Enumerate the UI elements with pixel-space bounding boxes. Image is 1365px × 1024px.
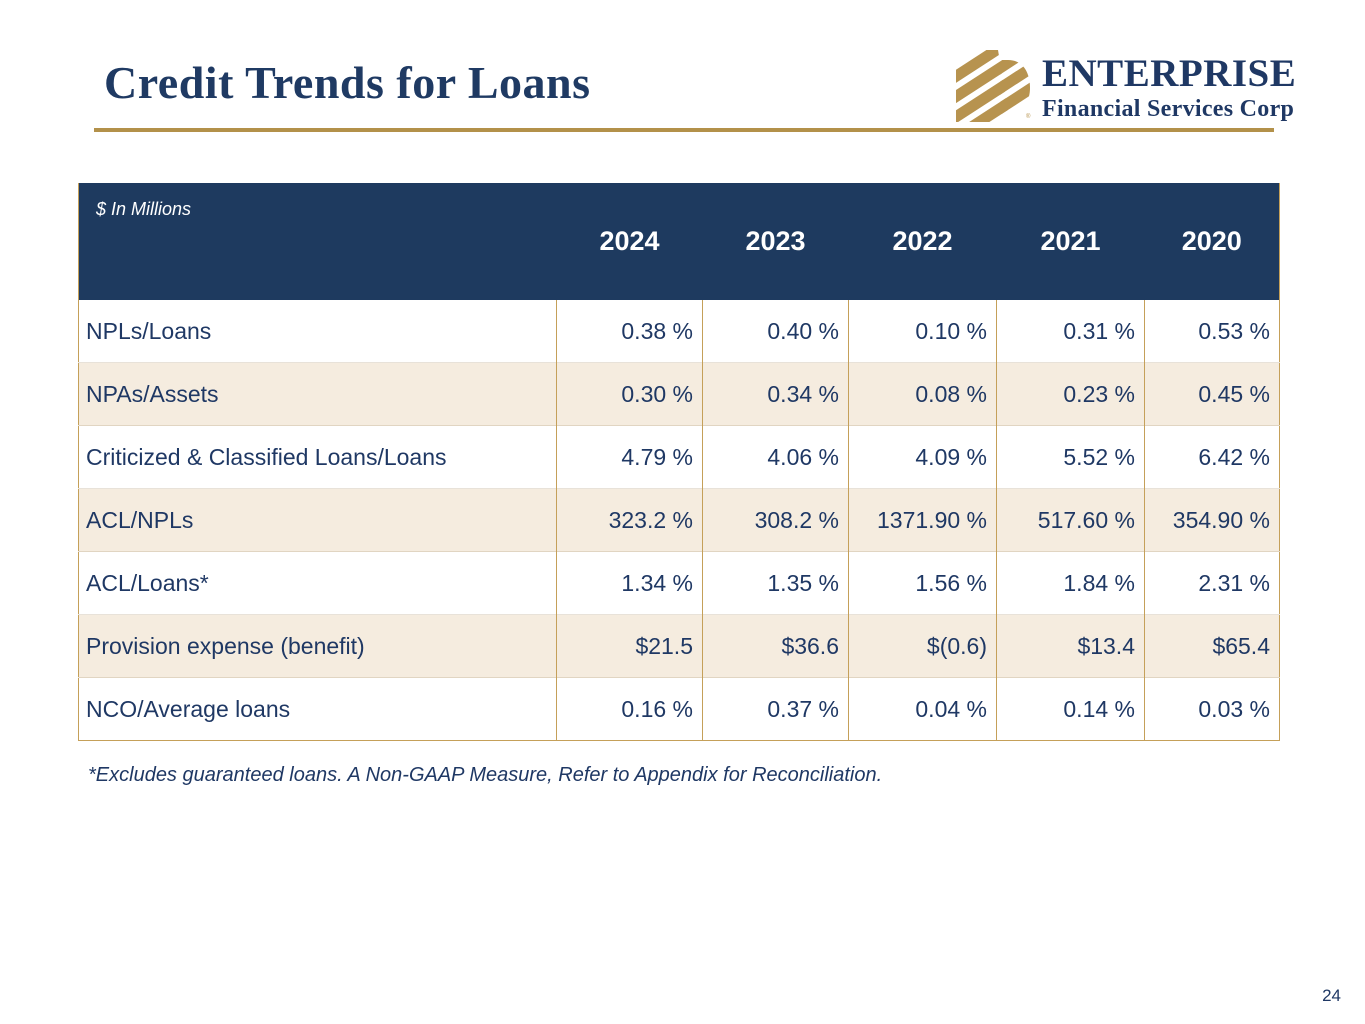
- column-header-2020: 2020: [1144, 183, 1280, 300]
- cell-value: 0.30 %: [556, 362, 703, 426]
- table-row: Criticized & Classified Loans/Loans 4.79 …: [78, 425, 1280, 489]
- cell-value: 0.40 %: [702, 300, 849, 363]
- title-underline-rule: [94, 128, 1274, 132]
- row-label: Provision expense (benefit): [78, 614, 557, 678]
- footnote: *Excludes guaranteed loans. A Non-GAAP M…: [88, 764, 883, 786]
- row-label: NPLs/Loans: [78, 300, 557, 363]
- cell-value: 0.23 %: [996, 362, 1145, 426]
- row-label: ACL/Loans*: [78, 551, 557, 615]
- column-header-2023: 2023: [702, 183, 849, 300]
- cell-value: 1.56 %: [848, 551, 997, 615]
- logo-text: ENTERPRISE Financial Services Corp: [1042, 54, 1296, 123]
- row-label: Criticized & Classified Loans/Loans: [78, 425, 557, 489]
- units-header-cell: $ In Millions: [78, 183, 557, 300]
- table-row: Provision expense (benefit) $21.5 $36.6 $(0…: [78, 614, 1280, 678]
- column-header-2021: 2021: [996, 183, 1145, 300]
- credit-table-body: NPLs/Loans 0.38 % 0.40 % 0.10 % 0.31 % 0.53 %…: [78, 300, 1280, 741]
- table-row: ACL/Loans* 1.34 % 1.35 % 1.56 % 1.84 % 2.31 %: [78, 551, 1280, 615]
- cell-value: 4.06 %: [702, 425, 849, 489]
- cell-value: $65.4: [1144, 614, 1280, 678]
- row-label: ACL/NPLs: [78, 488, 557, 552]
- cell-value: $13.4: [996, 614, 1145, 678]
- cell-value: 0.53 %: [1144, 300, 1280, 363]
- page-number: 24: [1322, 986, 1341, 1005]
- cell-value: 1371.90 %: [848, 488, 997, 552]
- cell-value: 0.04 %: [848, 677, 997, 741]
- cell-value: 0.10 %: [848, 300, 997, 363]
- cell-value: 4.09 %: [848, 425, 997, 489]
- cell-value: 0.31 %: [996, 300, 1145, 363]
- cell-value: 0.08 %: [848, 362, 997, 426]
- table-row: NPAs/Assets 0.30 % 0.34 % 0.08 % 0.23 % 0.45 …: [78, 362, 1280, 426]
- cell-value: 0.03 %: [1144, 677, 1280, 741]
- table-row: NPLs/Loans 0.38 % 0.40 % 0.10 % 0.31 % 0.53 %: [78, 300, 1280, 363]
- table-row: NCO/Average loans 0.16 % 0.37 % 0.04 % 0.14 …: [78, 677, 1280, 741]
- cell-value: 1.34 %: [556, 551, 703, 615]
- page-title: Credit Trends for Loans: [104, 57, 591, 108]
- cell-value: 2.31 %: [1144, 551, 1280, 615]
- cell-value: 323.2 %: [556, 488, 703, 552]
- credit-trends-table: $ In Millions 2024 2023 2022 2021 2020 N…: [78, 183, 1280, 741]
- logo-subtitle: Financial Services Corp: [1042, 96, 1295, 122]
- table-header-row: $ In Millions 2024 2023 2022 2021 2020: [78, 183, 1280, 300]
- cell-value: 308.2 %: [702, 488, 849, 552]
- cell-value: $36.6: [702, 614, 849, 678]
- cell-value: 1.35 %: [702, 551, 849, 615]
- cell-value: 1.84 %: [996, 551, 1145, 615]
- units-label: $ In Millions: [96, 199, 192, 219]
- cell-value: 5.52 %: [996, 425, 1145, 489]
- row-label: NPAs/Assets: [78, 362, 557, 426]
- column-header-2024: 2024: [556, 183, 703, 300]
- cell-value: 0.14 %: [996, 677, 1145, 741]
- cell-value: 0.37 %: [702, 677, 849, 741]
- cell-value: 517.60 %: [996, 488, 1145, 552]
- cell-value: 0.34 %: [702, 362, 849, 426]
- cell-value: $(0.6): [848, 614, 997, 678]
- cell-value: 0.38 %: [556, 300, 703, 363]
- cell-value: 6.42 %: [1144, 425, 1280, 489]
- registered-mark: ®: [1026, 113, 1031, 120]
- row-label: NCO/Average loans: [78, 677, 557, 741]
- company-logo: ® ENTERPRISE Financial Services Corp: [956, 50, 1296, 127]
- cell-value: 354.90 %: [1144, 488, 1280, 552]
- enterprise-stripes-icon: ®: [956, 50, 1032, 127]
- cell-value: 4.79 %: [556, 425, 703, 489]
- cell-value: 0.45 %: [1144, 362, 1280, 426]
- column-header-2022: 2022: [848, 183, 997, 300]
- logo-name: ENTERPRISE: [1042, 52, 1297, 95]
- cell-value: $21.5: [556, 614, 703, 678]
- cell-value: 0.16 %: [556, 677, 703, 741]
- table-row: ACL/NPLs 323.2 % 308.2 % 1371.90 % 517.60 % 3…: [78, 488, 1280, 552]
